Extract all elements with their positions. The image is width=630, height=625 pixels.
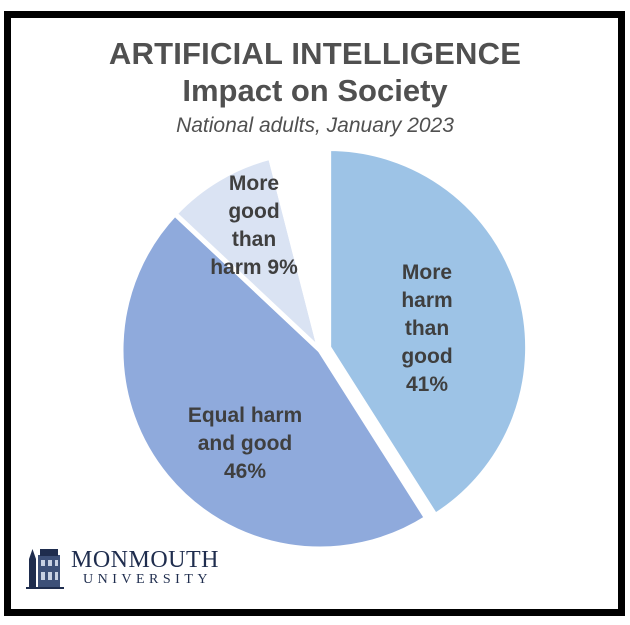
slice-equal — [118, 211, 430, 552]
chart-title-line2: Impact on Society — [182, 73, 448, 108]
logo-name: MONMOUTH — [71, 547, 219, 573]
slice-blank — [268, 148, 323, 353]
building-icon — [26, 549, 64, 589]
slice-label: Equal harm and good 46% — [188, 404, 302, 483]
slice-label: More good than harm 9% — [210, 172, 298, 279]
chart-subtitle: National adults, January 2023 — [176, 114, 454, 137]
monmouth-logo: MONMOUTH UNIVERSITY — [26, 545, 226, 590]
chart-title: ARTIFICIAL INTELLIGENCE — [108, 36, 522, 71]
slice-more-harm — [326, 145, 531, 519]
slice-more-good — [172, 154, 323, 353]
logo-subtitle: UNIVERSITY — [83, 572, 212, 587]
slice-label: More harm than good 41% — [401, 261, 452, 396]
